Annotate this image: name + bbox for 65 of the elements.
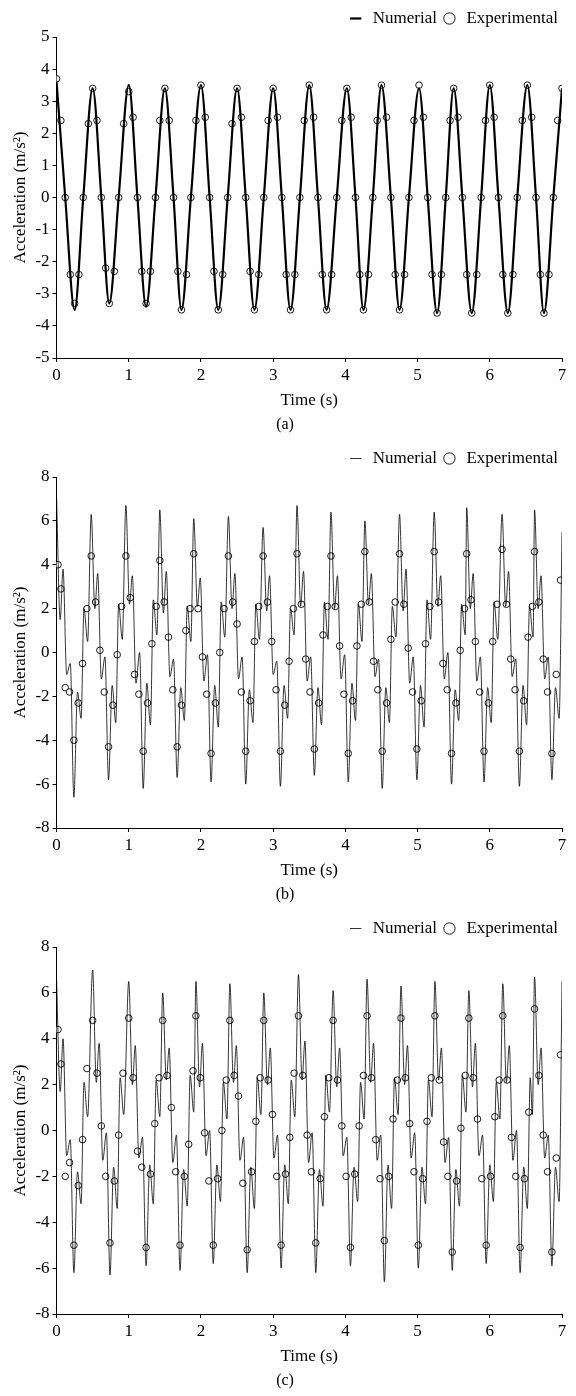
x-tick-label: 7 bbox=[557, 364, 567, 384]
y-tick-label: 4 bbox=[41, 1028, 51, 1048]
y-tick-label: -4 bbox=[35, 315, 51, 335]
x-tick-label: 3 bbox=[268, 1320, 278, 1340]
legend-label: Numerial bbox=[372, 447, 438, 467]
y-tick-label: 8 bbox=[41, 936, 50, 956]
y-tick-label: 0 bbox=[41, 1119, 50, 1139]
y-tick-label: -5 bbox=[35, 347, 50, 367]
x-tick-label: 5 bbox=[413, 834, 422, 854]
x-tick-label: 3 bbox=[268, 364, 278, 384]
x-tick-label: 4 bbox=[341, 364, 351, 384]
y-axis-title: Acceleration (m/s²) bbox=[9, 131, 29, 264]
x-axis-title: Time (s) bbox=[280, 390, 339, 410]
y-tick-label: -8 bbox=[35, 1303, 50, 1323]
y-tick-label: -8 bbox=[35, 817, 50, 837]
x-tick-label: 1 bbox=[124, 1320, 134, 1340]
y-tick-label: 2 bbox=[41, 598, 50, 618]
y-tick-label: 2 bbox=[41, 122, 50, 142]
y-tick-label: 3 bbox=[41, 90, 50, 110]
y-tick-label: -6 bbox=[35, 773, 50, 793]
text: (c) bbox=[276, 1370, 294, 1389]
y-tick-label: 6 bbox=[41, 982, 50, 1002]
legend-label: Numerial bbox=[372, 7, 438, 27]
y-tick-label: -4 bbox=[35, 729, 51, 749]
x-tick-label: 5 bbox=[413, 1320, 422, 1340]
y-tick-label: -3 bbox=[35, 283, 50, 303]
y-tick-label: -2 bbox=[35, 1165, 50, 1185]
y-tick-label: 8 bbox=[41, 466, 50, 486]
x-tick-label: 6 bbox=[485, 1320, 495, 1340]
x-tick-label: 7 bbox=[557, 1320, 567, 1340]
legend-label: Experimental bbox=[466, 447, 559, 467]
y-axis-title: Acceleration (m/s²) bbox=[9, 1064, 29, 1197]
y-tick-label: 1 bbox=[41, 154, 50, 174]
y-tick-label: 0 bbox=[41, 641, 50, 661]
x-tick-label: 4 bbox=[341, 1320, 351, 1340]
x-tick-label: 3 bbox=[268, 834, 278, 854]
x-tick-label: 6 bbox=[485, 364, 495, 384]
y-tick-label: -1 bbox=[35, 219, 50, 239]
x-tick-label: 6 bbox=[485, 834, 495, 854]
y-tick-label: -6 bbox=[35, 1257, 50, 1277]
x-tick-label: 7 bbox=[557, 834, 567, 854]
x-tick-label: 2 bbox=[196, 1320, 206, 1340]
x-tick-label: 2 bbox=[196, 834, 206, 854]
x-axis-title: Time (s) bbox=[280, 860, 339, 880]
text: (b) bbox=[275, 884, 295, 903]
legend-label: Experimental bbox=[466, 917, 559, 937]
legend-label: Experimental bbox=[466, 7, 559, 27]
legend-label: Numerial bbox=[372, 917, 438, 937]
y-tick-label: 5 bbox=[41, 26, 50, 46]
x-tick-label: 5 bbox=[413, 364, 422, 384]
y-tick-label: 2 bbox=[41, 1074, 50, 1094]
y-tick-label: -2 bbox=[35, 251, 50, 271]
y-tick-label: 4 bbox=[41, 58, 51, 78]
y-axis-title: Acceleration (m/s²) bbox=[9, 586, 29, 719]
y-tick-label: -2 bbox=[35, 685, 50, 705]
y-tick-label: 4 bbox=[41, 554, 51, 574]
y-tick-label: 6 bbox=[41, 510, 50, 530]
x-tick-label: 4 bbox=[341, 834, 351, 854]
y-tick-label: -4 bbox=[35, 1211, 51, 1231]
y-tick-label: 0 bbox=[41, 186, 50, 206]
x-tick-label: 1 bbox=[124, 834, 134, 854]
x-tick-label: 2 bbox=[196, 364, 206, 384]
x-tick-label: 1 bbox=[124, 364, 134, 384]
text: (a) bbox=[276, 414, 294, 433]
x-axis-title: Time (s) bbox=[280, 1346, 339, 1366]
